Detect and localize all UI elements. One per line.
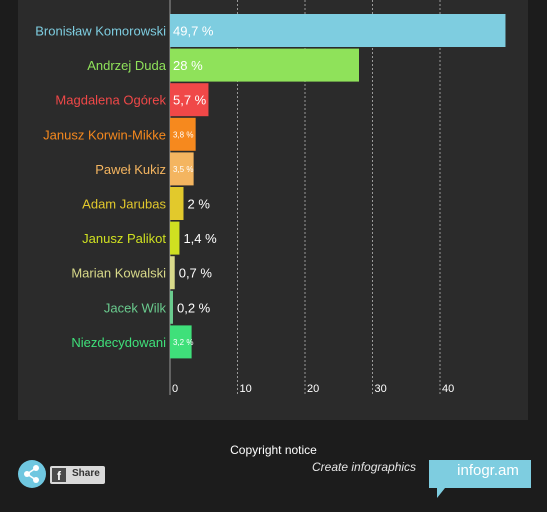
bar-5 bbox=[170, 187, 184, 220]
bar-0 bbox=[170, 14, 506, 47]
value-label-4: 3,5 % bbox=[173, 165, 193, 174]
bar-4 bbox=[170, 152, 194, 186]
bar-3 bbox=[170, 117, 196, 151]
x-tick-label-0: 0 bbox=[172, 383, 178, 395]
bar-9 bbox=[170, 325, 192, 359]
category-label-3: Janusz Korwin-Mikke bbox=[43, 127, 166, 142]
category-label-2: Magdalena Ogórek bbox=[55, 93, 166, 108]
x-tick-label-2: 20 bbox=[307, 383, 319, 395]
facebook-icon: f bbox=[52, 468, 66, 483]
bar-2 bbox=[170, 83, 209, 117]
value-label-5: 2 % bbox=[188, 197, 211, 212]
copyright-notice: Copyright notice bbox=[230, 443, 317, 457]
value-label-1: 28 % bbox=[173, 58, 203, 73]
x-tick-label-3: 30 bbox=[375, 383, 387, 395]
bar-1 bbox=[170, 48, 359, 82]
brand-tab[interactable] bbox=[419, 458, 541, 498]
category-label-8: Jacek Wilk bbox=[104, 300, 167, 315]
category-label-9: Niezdecydowani bbox=[71, 335, 166, 350]
infogram-logo[interactable]: infogr.am bbox=[457, 462, 519, 479]
share-button[interactable] bbox=[18, 460, 46, 488]
category-label-4: Paweł Kukiz bbox=[95, 162, 166, 177]
bar-6 bbox=[170, 221, 180, 255]
value-label-2: 5,7 % bbox=[173, 93, 207, 108]
create-infographics-link[interactable]: Create infographics bbox=[312, 460, 417, 474]
share-icon bbox=[24, 465, 39, 483]
value-label-9: 3,2 % bbox=[173, 338, 193, 347]
x-tick-label-4: 40 bbox=[442, 383, 454, 395]
bar-7 bbox=[170, 256, 175, 290]
value-label-6: 1,4 % bbox=[183, 231, 217, 246]
category-label-5: Adam Jarubas bbox=[82, 197, 166, 212]
facebook-share-button[interactable]: f Share bbox=[50, 466, 105, 484]
category-label-6: Janusz Palikot bbox=[82, 231, 166, 246]
category-label-1: Andrzej Duda bbox=[87, 58, 167, 73]
category-label-7: Marian Kowalski bbox=[71, 266, 166, 281]
value-label-7: 0,7 % bbox=[179, 266, 213, 281]
bar-chart: 0 10 20 30 40 Bronisław Komorowski 49,7 % Andrz… bbox=[35, 0, 506, 395]
x-tick-label-1: 10 bbox=[240, 383, 252, 395]
facebook-share-label: Share bbox=[72, 468, 100, 479]
value-label-8: 0,2 % bbox=[177, 300, 211, 315]
category-label-0: Bronisław Komorowski bbox=[35, 24, 166, 39]
value-label-3: 3,8 % bbox=[173, 130, 193, 139]
value-label-0: 49,7 % bbox=[173, 24, 214, 39]
bar-8 bbox=[170, 290, 173, 324]
